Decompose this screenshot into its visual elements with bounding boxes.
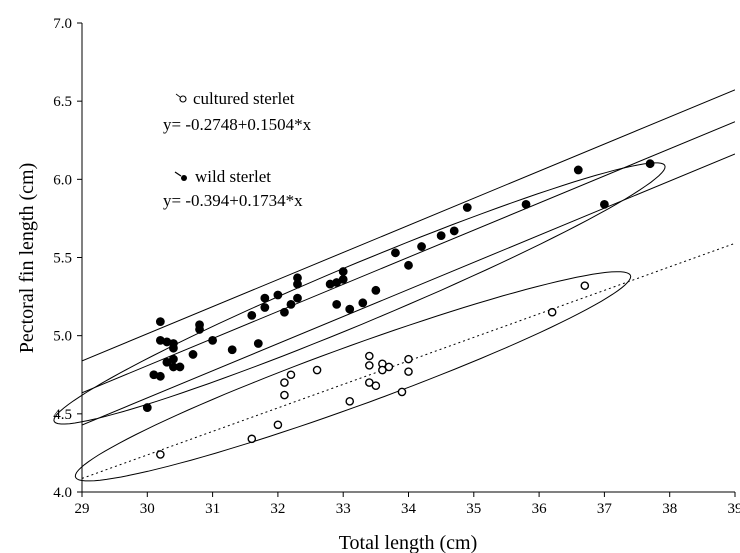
- wild-data-point: [293, 293, 302, 303]
- cultured-data-point: [312, 365, 322, 375]
- wild-data-point: [404, 260, 413, 270]
- wild-data-point: [227, 345, 237, 355]
- cultured-data-point: [286, 370, 296, 380]
- cultured-data-point: [273, 420, 283, 430]
- wild-data-point: [358, 298, 368, 308]
- wild-data-point: [208, 335, 218, 345]
- wild-equation: y= -0.394+0.1734*x: [163, 191, 303, 210]
- wild-data-point: [600, 199, 609, 209]
- cultured-equation: y= -0.2748+0.1504*x: [163, 115, 312, 134]
- cultured-legend-label: cultured sterlet: [193, 89, 295, 108]
- y-ticks: 4.0 4.5 5.0 5.5 6.0 6.5 7.0: [53, 16, 82, 501]
- wild-data-point: [142, 403, 152, 412]
- x-tick-label: 32: [270, 501, 285, 517]
- cultured-data-point: [384, 362, 394, 372]
- x-tick-label: 37: [597, 501, 613, 517]
- wild-data-point: [175, 362, 185, 372]
- cultured-data-point: [547, 307, 557, 317]
- wild-data-point: [273, 290, 283, 300]
- y-tick-label: 6.0: [53, 172, 72, 188]
- wild-legend-label: wild sterlet: [195, 167, 271, 186]
- cultured-data-point: [371, 381, 381, 390]
- wild-data-point: [253, 339, 263, 348]
- wild-data-point: [169, 339, 178, 348]
- wild-upper-band-line: [82, 89, 735, 362]
- wild-data-point: [247, 310, 257, 320]
- wild-data-point: [260, 293, 270, 303]
- x-tick-label: 31: [205, 501, 220, 517]
- cultured-legend-marker: [179, 95, 187, 103]
- x-tick-label: 30: [140, 501, 155, 517]
- wild-lower-band-line: [82, 153, 735, 426]
- cultured-data-point: [280, 390, 289, 400]
- wild-data-point: [449, 226, 459, 236]
- y-tick-label: 4.0: [53, 485, 72, 501]
- wild-data-point: [462, 203, 472, 212]
- wild-data-point: [436, 231, 446, 241]
- x-ticks: 29 30 31 32 33 34 35 36 37 38 39: [75, 492, 740, 517]
- wild-data-point: [155, 317, 165, 326]
- wild-data-point: [338, 274, 348, 284]
- wild-data-point: [573, 165, 583, 175]
- x-tick-label: 38: [662, 501, 677, 517]
- x-tick-label: 34: [401, 501, 417, 517]
- y-tick-label: 7.0: [53, 16, 72, 32]
- wild-legend-marker: [181, 175, 187, 181]
- wild-data-point: [417, 242, 426, 251]
- cultured-data-point: [365, 361, 374, 370]
- cultured-data-point: [365, 351, 374, 361]
- wild-data-point: [391, 248, 400, 258]
- cultured-data-point: [397, 387, 407, 397]
- wild-regression-line: [82, 121, 735, 394]
- cultured-data-point: [345, 397, 355, 406]
- wild-data-point: [280, 307, 289, 317]
- legend: cultured sterlet y= -0.2748+0.1504*x wil…: [163, 89, 312, 210]
- y-tick-label: 6.5: [53, 94, 72, 110]
- cultured-regression-line: [82, 242, 735, 479]
- wild-data-point: [293, 273, 302, 283]
- wild-data-point: [332, 299, 342, 309]
- y-tick-label: 5.0: [53, 329, 72, 345]
- regression-lines: [82, 89, 735, 479]
- cultured-data-point: [580, 281, 590, 290]
- x-tick-label: 36: [532, 501, 548, 517]
- wild-data-point: [521, 199, 531, 209]
- y-tick-label: 4.5: [53, 407, 72, 423]
- y-axis-title: Pectoral fin length (cm): [16, 163, 38, 354]
- wild-data-point: [169, 354, 178, 364]
- wild-data-point: [371, 285, 381, 295]
- wild-data-point: [286, 299, 296, 309]
- wild-data-point: [345, 304, 355, 314]
- wild-data-point: [195, 320, 204, 330]
- x-tick-label: 39: [728, 501, 740, 517]
- x-tick-label: 35: [466, 501, 481, 517]
- cultured-data-point: [247, 434, 257, 444]
- x-axis-title: Total length (cm): [339, 532, 478, 553]
- wild-data-point: [260, 303, 270, 312]
- wild-data-point: [188, 350, 198, 359]
- cultured-data-point: [280, 378, 289, 387]
- group-ellipses: [53, 162, 666, 482]
- cultured-data-point: [404, 367, 413, 376]
- wild-data-point: [645, 159, 655, 169]
- cultured-ellipse: [74, 271, 632, 482]
- wild-legend-pointer: [174, 171, 182, 177]
- y-tick-label: 5.5: [53, 251, 72, 267]
- wild-data-point: [338, 267, 348, 276]
- x-tick-label: 33: [336, 501, 351, 517]
- cultured-data-point: [156, 450, 165, 459]
- data-points: [142, 159, 655, 459]
- cultured-legend-pointer: [175, 93, 181, 98]
- wild-data-point: [155, 371, 165, 381]
- x-tick-label: 29: [75, 501, 90, 517]
- cultured-data-point: [404, 354, 413, 364]
- wild-ellipse: [53, 162, 666, 425]
